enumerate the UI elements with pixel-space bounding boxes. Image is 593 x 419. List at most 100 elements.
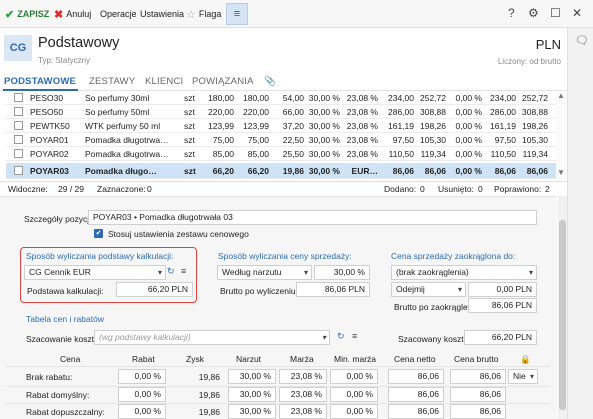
row-checkbox[interactable] (14, 121, 23, 130)
price-row-lock-select[interactable]: Nie ▾ (508, 369, 538, 384)
price-row-narzut[interactable]: 30,00 % (228, 387, 276, 402)
row-col1: 75,00 (212, 135, 234, 145)
row-divider (6, 386, 550, 387)
detail-scroll-thumb[interactable] (559, 220, 566, 410)
calc-basis-title: Sposób wyliczania podstawy kalkulacji: (26, 251, 174, 261)
star-icon: ☆ (186, 8, 196, 21)
added-label: Dodano: (384, 184, 417, 194)
col-header-cena-brutto: Cena brutto (454, 354, 499, 364)
cancel-button[interactable]: ✖ Anuluj (54, 8, 92, 21)
row-checkbox[interactable] (14, 93, 23, 102)
sale-method-pct-field[interactable]: 30,00 % (314, 265, 370, 280)
price-row-marza[interactable]: 23,08 % (279, 404, 327, 419)
sale-method-select[interactable]: Według narzutu ▾ (217, 265, 312, 280)
removed-value: 0 (478, 184, 483, 194)
price-row-narzut[interactable]: 30,00 % (228, 369, 276, 384)
row-col9: 161,19 (490, 121, 516, 131)
row-col10: 119,34 (522, 149, 548, 159)
price-row-label: Brak rabatu: (26, 372, 73, 382)
table-scrollbar[interactable]: ▲ ▼ (556, 91, 566, 180)
removed-label: Usunięto: (438, 184, 474, 194)
row-checkbox[interactable] (14, 149, 23, 158)
fixed-label: Poprawiono: (494, 184, 542, 194)
flag-button[interactable]: ☆ Flaga (186, 8, 222, 21)
rounding-select[interactable]: (brak zaokrąglenia) ▾ (391, 265, 537, 280)
table-row[interactable]: PESO50 So perfumy 50ml szt 220,00 220,00… (6, 105, 556, 119)
row-code: POYAR03 (30, 166, 69, 176)
scroll-down-icon[interactable]: ▼ (557, 168, 565, 177)
cost-estimate-select[interactable]: (wg podstawy kalkulacji) ▾ (94, 330, 330, 345)
paperclip-icon[interactable]: 📎 (264, 76, 277, 87)
price-row-rabat[interactable]: 0,00 % (118, 369, 166, 384)
tab-klienci[interactable]: KLIENCI (145, 76, 184, 87)
tab-podstawowe[interactable]: PODSTAWOWE (4, 76, 77, 87)
rounding-amount-field[interactable]: 0,00 PLN (468, 282, 537, 297)
close-icon: ✖ (54, 8, 64, 21)
price-row-narzut[interactable]: 30,00 % (228, 404, 276, 419)
price-row-min-marza[interactable]: 0,00 % (330, 369, 378, 384)
price-row-marza[interactable]: 23,08 % (279, 369, 327, 384)
tab-powiazania[interactable]: POWIĄZANIA (192, 76, 254, 87)
hamburger-menu-button[interactable]: ≡ (226, 3, 248, 25)
row-col10: 252,72 (522, 93, 548, 103)
row-code: PEWTK50 (30, 121, 70, 131)
row-col10: 105,30 (522, 135, 548, 145)
table-row[interactable]: PESO30 So perfumy 30ml szt 180,00 180,00… (6, 91, 556, 105)
calc-base-value: 66,20 PLN (116, 282, 193, 297)
price-row-brutto[interactable]: 86,06 (450, 404, 506, 419)
row-checkbox[interactable] (14, 135, 23, 144)
price-row-min-marza[interactable]: 0,00 % (330, 404, 378, 419)
price-row-rabat[interactable]: 0,00 % (118, 387, 166, 402)
list-icon[interactable]: ≡ (181, 266, 187, 276)
row-col2: 180,00 (243, 93, 269, 103)
save-button[interactable]: ✔ ZAPISZ (5, 8, 50, 21)
row-col5: 23,08 % (346, 93, 378, 103)
settings-menu[interactable]: Ustawienia (140, 9, 185, 19)
list-icon[interactable]: ≡ (352, 331, 358, 341)
table-row[interactable]: POYAR02 Pomadka długotrwa… szt 85,00 85,… (6, 147, 556, 161)
row-col3: 66,00 (282, 107, 304, 117)
table-row[interactable]: POYAR01 Pomadka długotrwa… szt 75,00 75,… (6, 133, 556, 147)
help-button[interactable]: ? (508, 6, 515, 20)
refresh-icon[interactable]: ↻ (167, 266, 175, 276)
gear-icon[interactable]: ⚙ (528, 6, 539, 20)
price-row-netto[interactable]: 86,06 (388, 404, 444, 419)
rounding-mode-select[interactable]: Odejmij ▾ (391, 282, 466, 297)
calc-basis-select[interactable]: CG Cennik EUR ▾ (24, 265, 166, 280)
comment-icon[interactable]: 🗨 (575, 35, 589, 47)
added-value: 0 (420, 184, 425, 194)
lock-icon: 🔒 (520, 354, 531, 364)
operations-menu[interactable]: Operacje (100, 9, 137, 19)
row-code: POYAR01 (30, 135, 69, 145)
refresh-icon[interactable]: ↻ (337, 331, 345, 341)
col-header-narzut: Narzut (236, 354, 262, 364)
price-row-min-marza[interactable]: 0,00 % (330, 387, 378, 402)
row-col7: 86,06 (424, 166, 446, 176)
row-col8: 0,00 % (455, 107, 482, 117)
price-row-marza[interactable]: 23,08 % (279, 387, 327, 402)
price-row-netto[interactable]: 86,06 (388, 387, 444, 402)
row-col1: 123,99 (208, 121, 234, 131)
tab-zestawy[interactable]: ZESTAWY (89, 76, 136, 87)
price-row-netto[interactable]: 86,06 (388, 369, 444, 384)
table-row[interactable]: PEWTK50 WTK perfumy 50 ml szt 123,99 123… (6, 119, 556, 133)
row-divider (6, 403, 550, 404)
currency-label: PLN (535, 37, 561, 52)
visible-value: 29 / 29 (58, 184, 84, 194)
row-name: So perfumy 50ml (85, 107, 150, 117)
scroll-up-icon[interactable]: ▲ (557, 91, 565, 100)
row-col4: 30,00 % (308, 149, 340, 159)
maximize-icon[interactable]: ☐ (550, 6, 561, 20)
row-col3: 54,00 (282, 93, 304, 103)
apply-set-checkbox[interactable]: ✔ (94, 229, 103, 238)
close-window-icon[interactable]: ✕ (572, 6, 583, 20)
row-checkbox[interactable] (14, 166, 23, 175)
position-details-label: Szczegóły pozycji: (24, 214, 94, 224)
price-row-rabat[interactable]: 0,00 % (118, 404, 166, 419)
col-header-cena-netto: Cena netto (394, 354, 436, 364)
price-row-brutto[interactable]: 86,06 (450, 369, 506, 384)
row-checkbox[interactable] (14, 107, 23, 116)
table-row-selected[interactable]: POYAR03 Pomadka długo… szt 66,20 66,20 1… (6, 163, 556, 179)
price-row-brutto[interactable]: 86,06 (450, 387, 506, 402)
pricing-mode-label: Liczony: od brutto (497, 57, 561, 66)
